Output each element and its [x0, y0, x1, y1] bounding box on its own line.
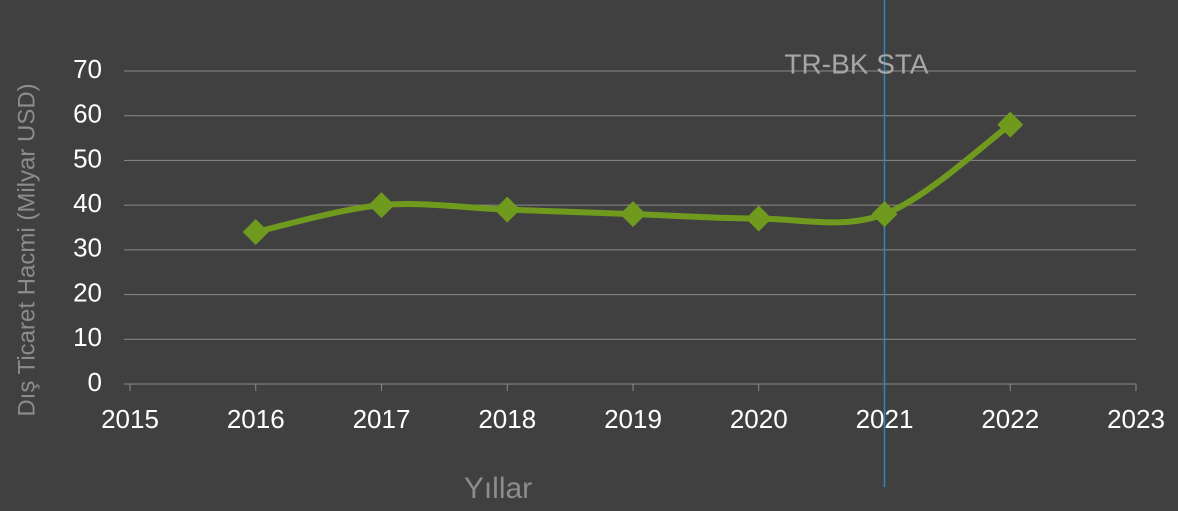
marker: [368, 192, 395, 219]
x-tick-label: 2018: [478, 404, 536, 434]
x-tick-label: 2022: [981, 404, 1039, 434]
marker: [997, 111, 1024, 138]
marker: [745, 205, 772, 232]
marker: [494, 196, 521, 223]
y-tick-label: 0: [88, 367, 102, 397]
y-tick-label: 40: [73, 188, 102, 218]
y-tick-label: 30: [73, 233, 102, 263]
x-tick-label: 2019: [604, 404, 662, 434]
y-tick-label: 20: [73, 277, 102, 307]
y-tick-label: 10: [73, 322, 102, 352]
annotation-text: TR-BK STA: [784, 48, 928, 79]
y-tick-label: 70: [73, 54, 102, 84]
x-tick-label: 2020: [730, 404, 788, 434]
marker: [242, 218, 269, 245]
x-tick-label: 2023: [1107, 404, 1165, 434]
x-tick-label: 2016: [227, 404, 285, 434]
marker: [620, 201, 646, 228]
x-tick-label: 2017: [353, 404, 411, 434]
y-tick-label: 60: [73, 99, 102, 129]
y-tick-label: 50: [73, 143, 102, 173]
y-axis-label: Dış Ticaret Hacmi (Milyar USD): [13, 83, 40, 416]
marker: [871, 201, 898, 228]
x-axis-label: Yıllar: [464, 472, 532, 505]
x-tick-label: 2015: [101, 404, 159, 434]
